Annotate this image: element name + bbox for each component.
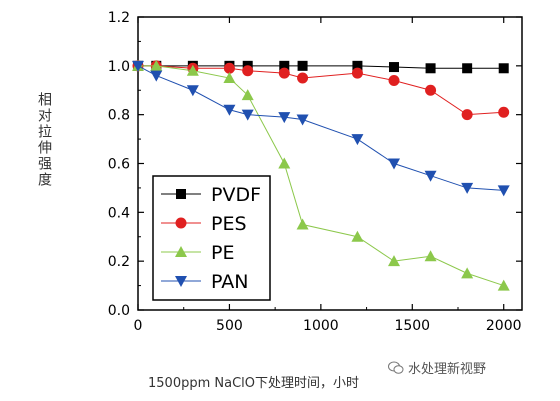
watermark-text: 水处理新视野 — [408, 362, 487, 377]
data-point-pe — [388, 255, 400, 267]
data-point-pan — [351, 134, 364, 146]
data-point-pe — [424, 250, 437, 262]
data-point-pvdf — [462, 63, 473, 74]
data-point-pes — [297, 72, 309, 84]
series-line-pvdf — [138, 65, 504, 69]
data-point-pes — [223, 62, 235, 74]
x-tick-label: 0 — [134, 318, 143, 334]
data-point-pe — [461, 267, 474, 279]
data-point-pe — [351, 230, 364, 242]
series-line-pan — [137, 65, 504, 191]
legend-marker-pe — [175, 246, 187, 257]
data-point-pvdf — [425, 63, 436, 74]
data-point-pan — [424, 170, 437, 182]
data-point-pes — [351, 67, 363, 79]
legend-label-pvdf: PVDF — [211, 184, 261, 206]
legend-label-pe: PE — [211, 242, 234, 264]
data-point-pe — [223, 72, 236, 84]
data-point-pan — [150, 70, 163, 82]
data-point-pes — [498, 106, 510, 118]
data-point-pvdf — [352, 60, 363, 71]
x-tick-label: 500 — [216, 318, 243, 334]
data-point-pe — [186, 64, 199, 76]
x-tick-label: 1000 — [303, 318, 339, 334]
data-point-pe — [497, 279, 510, 291]
wechat-icon — [388, 361, 404, 374]
y-axis-label: 相对拉伸强度 — [36, 92, 52, 188]
data-point-pan — [461, 182, 474, 194]
data-point-pes — [461, 109, 473, 121]
series-line-pe — [138, 65, 504, 287]
data-point-pan — [278, 112, 291, 124]
data-point-pe — [241, 89, 254, 101]
watermark: 水处理新视野 — [388, 358, 486, 377]
data-point-pe — [296, 218, 309, 230]
data-point-pan — [186, 85, 199, 97]
data-point-pan — [241, 109, 254, 121]
y-tick-label: 0.0 — [108, 303, 130, 319]
data-point-pan — [223, 104, 236, 116]
data-point-pan — [497, 185, 510, 197]
y-tick-label: 0.4 — [108, 205, 130, 221]
legend-box — [152, 175, 271, 301]
data-point-pan — [388, 158, 400, 170]
y-tick-label: 0.2 — [108, 254, 130, 270]
data-point-pvdf — [297, 60, 308, 71]
y-tick-label: 0.6 — [108, 157, 130, 173]
x-tick-label: 1500 — [394, 318, 430, 334]
data-point-pes — [388, 74, 400, 86]
data-point-pan — [296, 114, 309, 126]
data-point-pan — [132, 60, 144, 72]
y-tick-label: 1.2 — [108, 10, 130, 26]
data-point-pes — [425, 84, 437, 96]
data-point-pes — [278, 67, 290, 79]
legend-marker-pan — [175, 276, 187, 287]
legend-marker-pvdf — [176, 189, 186, 199]
data-point-pvdf — [279, 60, 290, 71]
data-point-pes — [242, 65, 254, 77]
data-point-pvdf — [498, 63, 509, 74]
legend-label-pan: PAN — [211, 271, 248, 293]
x-axis-label: 1500ppm NaClO下处理时间，小时 — [148, 376, 359, 391]
legend-label-pes: PES — [211, 213, 247, 235]
x-tick-label: 2000 — [486, 318, 522, 334]
series-line-pes — [138, 65, 504, 116]
y-tick-label: 1.0 — [108, 59, 130, 75]
data-point-pe — [150, 59, 163, 71]
data-point-pvdf — [389, 62, 399, 73]
y-tick-label: 0.8 — [108, 108, 130, 124]
legend-marker-pes — [175, 217, 187, 229]
data-point-pe — [278, 157, 291, 169]
